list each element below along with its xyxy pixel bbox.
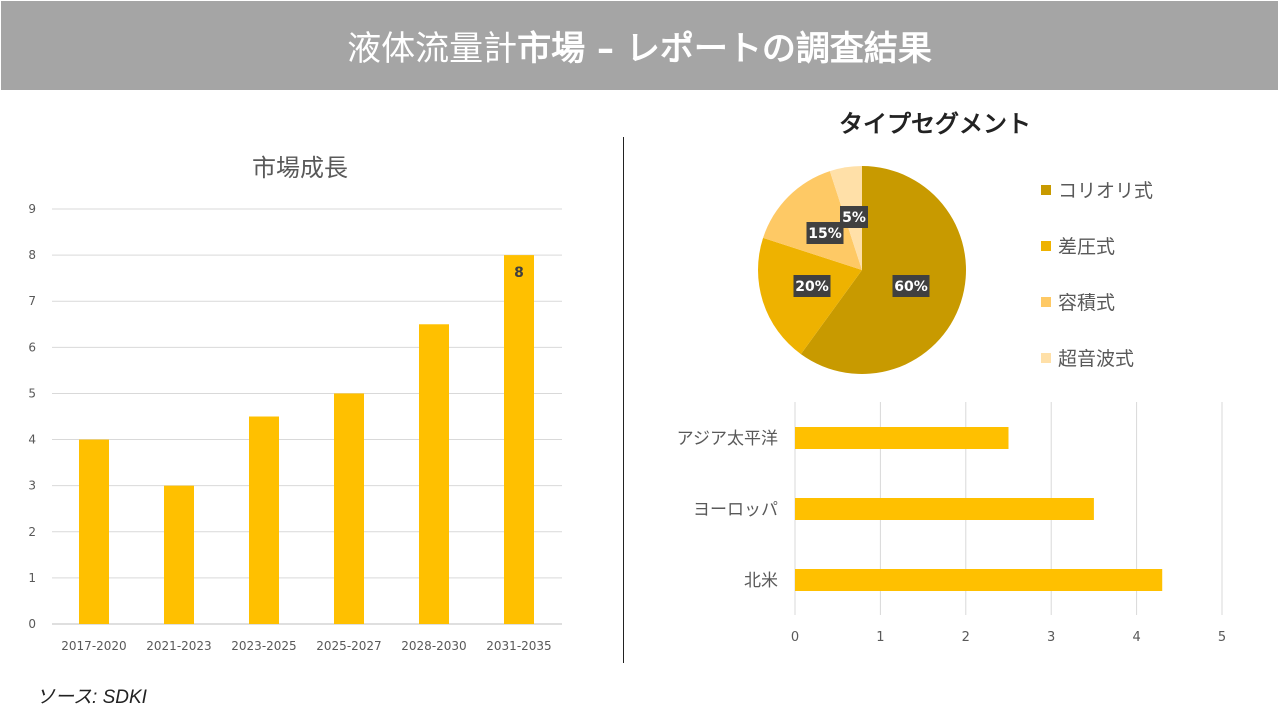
y-category-label: 北米 xyxy=(744,571,778,591)
pie-chart-title: タイプセグメント xyxy=(839,110,1031,138)
legend-swatch xyxy=(1041,297,1051,307)
data-label-box xyxy=(892,275,930,297)
data-label: 60% xyxy=(894,279,928,295)
legend-label: 容積式 xyxy=(1058,292,1115,314)
column-bar xyxy=(249,416,279,624)
column-bar xyxy=(419,324,449,624)
y-category-label: ヨーロッパ xyxy=(693,500,778,520)
column-bar xyxy=(79,439,109,624)
y-tick-label: 0 xyxy=(28,617,36,631)
pie-slice xyxy=(763,171,862,270)
horizontal-bar xyxy=(795,427,1009,449)
legend-swatch xyxy=(1041,241,1051,251)
y-tick-label: 6 xyxy=(28,340,36,354)
horizontal-bar xyxy=(795,569,1163,591)
y-tick-label: 7 xyxy=(28,294,36,308)
y-tick-label: 1 xyxy=(28,571,36,585)
legend-label: 差圧式 xyxy=(1058,236,1115,258)
title-bar: 液体流量計 市場 – レポートの調査結果 xyxy=(1,1,1278,90)
y-category-label: アジア太平洋 xyxy=(677,429,778,449)
y-tick-label: 2 xyxy=(28,525,36,539)
data-label-box xyxy=(806,222,844,244)
legend-label: 超音波式 xyxy=(1058,348,1134,370)
data-label: 15% xyxy=(808,226,842,242)
source-note: ソース: SDKI xyxy=(36,687,147,708)
divider xyxy=(623,137,624,663)
x-tick-label: 2031-2035 xyxy=(486,639,551,653)
column-bar xyxy=(334,393,364,624)
data-label: 5% xyxy=(842,210,866,226)
x-tick-label: 2 xyxy=(962,630,970,645)
horizontal-bar xyxy=(795,498,1094,520)
column-bar xyxy=(504,255,534,624)
y-tick-label: 3 xyxy=(28,479,36,493)
title-bold: 市場 – レポートの調査結果 xyxy=(517,29,932,69)
x-tick-label: 5 xyxy=(1218,630,1226,645)
legend-label: コリオリ式 xyxy=(1058,180,1153,202)
y-tick-label: 9 xyxy=(28,202,36,216)
x-tick-label: 2017-2020 xyxy=(61,639,126,653)
x-tick-label: 2021-2023 xyxy=(146,639,211,653)
x-tick-label: 2028-2030 xyxy=(401,639,466,653)
data-label-box xyxy=(840,206,868,228)
legend-swatch xyxy=(1041,353,1051,363)
y-tick-label: 8 xyxy=(28,248,36,262)
x-tick-label: 1 xyxy=(876,630,884,645)
title-light: 液体流量計 xyxy=(347,29,518,69)
legend-swatch xyxy=(1041,185,1051,195)
y-tick-label: 5 xyxy=(28,386,36,400)
x-tick-label: 0 xyxy=(791,630,799,645)
x-tick-label: 4 xyxy=(1132,630,1140,645)
x-tick-label: 2023-2025 xyxy=(231,639,296,653)
x-tick-label: 2025-2027 xyxy=(316,639,381,653)
data-label: 8 xyxy=(514,265,524,281)
x-tick-label: 3 xyxy=(1047,630,1055,645)
data-label-box xyxy=(793,275,831,297)
data-label: 20% xyxy=(795,279,829,295)
pie-slice xyxy=(800,166,967,374)
column-bar xyxy=(164,485,194,624)
column-chart-title: 市場成長 xyxy=(252,154,348,182)
y-tick-label: 4 xyxy=(28,433,36,447)
